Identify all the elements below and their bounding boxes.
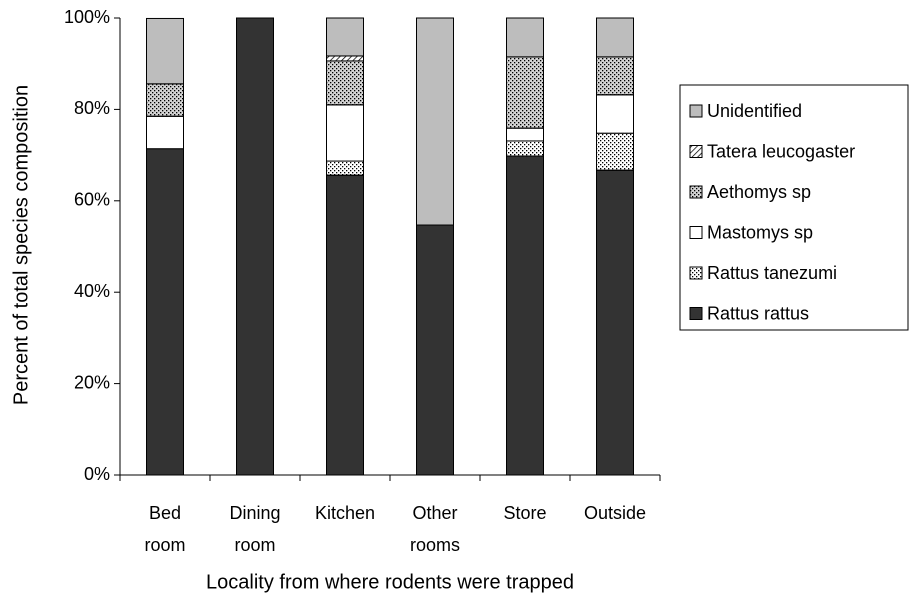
bar-segment-pattern (506, 56, 544, 129)
legend-swatch-group (689, 226, 703, 239)
bar-segment-group (416, 17, 454, 226)
bar-segment-pattern (326, 55, 364, 62)
bar-segment-group (506, 155, 544, 476)
legend-swatch-group (689, 104, 703, 118)
bar-segment (596, 17, 634, 58)
x-tick-label: Kitchen (314, 503, 376, 523)
legend-swatch (689, 226, 703, 239)
bar-segment-group (326, 55, 364, 62)
bar-segment-group (146, 83, 184, 117)
y-tick-label: 20% (74, 372, 110, 392)
legend-swatch-pattern (689, 266, 703, 280)
y-tick-label: 40% (74, 281, 110, 301)
bar-segment-group (146, 17, 184, 85)
bar-segment (416, 224, 454, 476)
bar-segment (326, 104, 364, 162)
y-tick-label: 80% (74, 98, 110, 118)
bar-segment (326, 17, 364, 57)
bar-segment-group (506, 140, 544, 157)
bar-segment-group (326, 160, 364, 176)
bar-segment (596, 94, 634, 134)
bar-segment (146, 115, 184, 150)
x-tick-label: Outside (583, 503, 647, 523)
bar-segment (146, 17, 184, 85)
y-axis-title: Percent of total species composition (10, 85, 32, 405)
bar-segment-pattern (326, 160, 364, 176)
y-tick-label: 60% (74, 190, 110, 210)
bar-segment-group (506, 17, 544, 58)
bar-segment-pattern (596, 56, 634, 96)
x-tick-label: Store (503, 503, 547, 523)
legend-label: Unidentified (707, 101, 802, 121)
legend-label: Rattus rattus (707, 303, 809, 323)
bar-segment-group (146, 115, 184, 150)
legend-swatch-group (689, 185, 703, 199)
bar-segment-group (416, 224, 454, 476)
bar-segment-group (596, 132, 634, 171)
bar-segment (596, 169, 634, 476)
bar-segment (146, 148, 184, 476)
bar-segment-pattern (596, 132, 634, 171)
y-tick-label: 100% (64, 7, 110, 27)
bar-segment-group (326, 174, 364, 476)
bar-segment-pattern (146, 83, 184, 117)
bar-segment (506, 17, 544, 58)
bar-segment-group (596, 17, 634, 58)
bar-segment-group (506, 56, 544, 129)
bar-segment-group (146, 148, 184, 476)
bar-segment (416, 17, 454, 226)
legend-swatch (689, 104, 703, 118)
bar-segment-pattern (506, 140, 544, 157)
bar-segment-group (596, 56, 634, 96)
bar-segment (326, 174, 364, 476)
bar-segment-group (326, 17, 364, 57)
legend-swatch-group (689, 266, 703, 280)
x-axis-title: Locality from where rodents were trapped (206, 571, 574, 593)
x-tick-label: Other rooms (410, 503, 461, 555)
bar-segment-group (596, 94, 634, 134)
bar-segment-group (326, 60, 364, 106)
x-tick-label: Bed room (144, 503, 186, 555)
x-tick-label: Dining room (229, 503, 281, 555)
legend-swatch-group (689, 307, 703, 320)
legend-label: Aethomys sp (707, 182, 811, 202)
legend-swatch-group (689, 145, 703, 158)
legend-box (679, 84, 909, 331)
bar-segment-pattern (326, 60, 364, 106)
bar-segment-group (506, 127, 544, 142)
bar-segment-group (236, 17, 274, 476)
bar-segment (506, 127, 544, 142)
legend-label: Tatera leucogaster (707, 141, 855, 161)
bar-segment-group (326, 104, 364, 162)
bar-segment (506, 155, 544, 476)
y-tick-label: 0% (84, 464, 110, 484)
legend-swatch-pattern (689, 185, 703, 199)
legend-label: Mastomys sp (707, 222, 813, 242)
bar-segment-group (596, 169, 634, 476)
legend-label: Rattus tanezumi (707, 263, 837, 283)
legend-swatch-pattern (689, 145, 703, 158)
bar-segment (236, 17, 274, 476)
legend-swatch (689, 307, 703, 320)
